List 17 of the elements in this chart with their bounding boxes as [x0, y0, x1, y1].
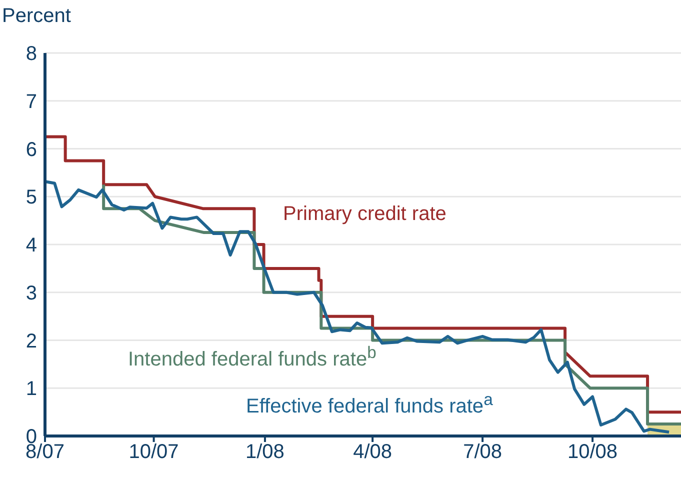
series-label: Primary credit rate: [283, 203, 446, 226]
y-tick-label: 4: [26, 234, 37, 257]
y-axis-title: Percent: [2, 5, 71, 28]
x-tick-label: 4/08: [353, 441, 392, 464]
x-tick-label: 1/08: [246, 441, 284, 464]
text: Effective federal funds rate$^{a}$: [246, 390, 493, 419]
x-tick-label: 10/07: [128, 441, 179, 464]
y-tick-label: 7: [26, 90, 37, 113]
y-tick-label: 8: [26, 43, 37, 66]
x-tick-label: 7/08: [463, 441, 502, 464]
x-tick-label: 10/08: [568, 441, 618, 464]
y-tick-label: 3: [26, 282, 37, 304]
y-tick-label: 6: [26, 138, 37, 161]
series-label: Intended federal funds rate$^{b}$: [128, 343, 376, 372]
y-tick-label: 5: [26, 186, 37, 209]
y-tick-label: 2: [26, 330, 37, 352]
y-tick-label: 1: [26, 378, 37, 400]
